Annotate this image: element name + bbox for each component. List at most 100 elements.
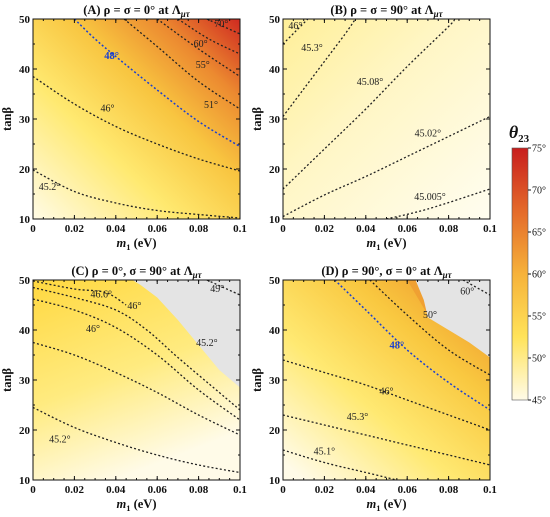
colorbar-tick-label: 75° [532,144,546,155]
x-tick-label: 0.06 [398,484,418,496]
x-tick-label: 0.1 [483,223,497,235]
y-tick-label: 30 [19,375,31,387]
y-tick-label: 20 [269,164,281,176]
x-axis-label: m1 (eV) [116,236,156,252]
contour-line [206,280,240,296]
y-tick-label: 50 [269,275,281,287]
x-tick-label: 0.08 [439,223,459,235]
contour-line [33,280,127,306]
contour-line [33,286,240,411]
contour-line [283,115,490,218]
x-tick-label: 0.02 [315,223,335,235]
contour-line [33,341,240,436]
x-tick-label: 0.06 [398,223,418,235]
y-tick-label: 10 [269,475,281,487]
contour-label: 45.3° [347,412,369,423]
contour-line [33,298,240,421]
contour-line [283,19,356,117]
colorbar-tick-label: 65° [532,228,546,239]
x-tick-label: 0.02 [65,223,85,235]
colorbar-tick-label: 60° [532,270,546,281]
y-tick-label: 50 [19,14,31,26]
contour-label: 45.08° [357,77,384,88]
x-tick-label: 0.08 [439,484,459,496]
contour-line [283,414,490,466]
x-tick-label: 0.02 [315,484,335,496]
y-axis-label: tanβ [250,107,264,131]
colorbar-tick-label: 70° [532,186,546,197]
y-axis-label: tanβ [250,368,264,392]
contour-label: 60° [460,287,474,298]
contour-line [73,19,240,148]
y-tick-label: 10 [269,214,281,226]
x-tick-label: 0.06 [148,223,168,235]
contour-label: 45.1° [314,447,336,458]
panel-3: 45.1° 45.3° 46° 48° 50° 60° 0 0.02 0.04 0.06 0.08 0… [250,264,497,513]
contour-line [334,280,490,411]
y-tick-label: 30 [269,375,281,387]
panel-title: (B) ρ = σ = 90° at Λμτ [330,3,443,19]
colorbar-tick-label: 45° [532,396,546,407]
contour-line [33,75,240,172]
contour-label: 45.3° [301,43,323,54]
colorbar-scale [511,147,529,401]
contour-label: 70° [214,19,228,30]
contour-line [283,19,456,190]
excluded-region [132,280,240,388]
contour-label: 45.005° [414,192,446,203]
panel-title: (A) ρ = σ = 0° at Λμτ [83,3,191,19]
panel-background [33,19,240,219]
y-tick-label: 30 [19,114,31,126]
x-tick-label: 0.1 [233,223,247,235]
x-tick-label: 0 [30,484,36,496]
contour-line [462,280,490,296]
y-axis-label: tanβ [0,107,14,131]
contour-label: 46.6° [91,290,113,301]
y-tick-label: 40 [269,64,281,76]
x-tick-label: 0.04 [356,223,376,235]
x-tick-label: 0.06 [148,484,168,496]
contour-label: 48° [389,341,404,352]
panel-title: (D) ρ = 90°, σ = 0° at Λμτ [321,264,452,280]
contour-label: 50° [423,310,437,321]
contour-line [283,19,309,45]
y-tick-label: 30 [269,114,281,126]
contour-line [369,280,490,376]
contour-label: 45.02° [415,129,442,140]
contour-label: 49° [210,284,224,295]
y-tick-label: 20 [269,425,281,437]
contour-line [123,19,240,110]
x-tick-label: 0.08 [189,223,209,235]
contour-line [283,359,490,431]
x-tick-label: 0.08 [189,484,209,496]
excluded-region [415,280,490,358]
y-tick-label: 50 [19,275,31,287]
panel-background [283,19,490,219]
y-tick-label: 10 [19,475,31,487]
contour-label: 55° [196,60,210,71]
x-tick-label: 0.04 [106,484,126,496]
contour-line [156,19,240,78]
contour-line [206,19,240,35]
contour-label: 46° [380,387,394,398]
contour-label: 45.2° [49,435,71,446]
x-tick-label: 0.02 [65,484,85,496]
y-tick-label: 40 [269,325,281,337]
x-axis-label: m1 (eV) [116,497,156,513]
contour-label: 60° [194,39,208,50]
contour-line [177,19,240,55]
contour-label: 46° [127,301,141,312]
contour-label: 51° [204,100,218,111]
x-tick-label: 0.1 [233,484,247,496]
x-tick-label: 0 [280,484,286,496]
panel-2: 45.2° 46° 46° 46.6° 49° 45.2° 0 0.02 0.04 0.06 0.0… [0,264,247,513]
x-tick-label: 0.04 [356,484,376,496]
y-tick-label: 10 [19,214,31,226]
panel-1: 45.005° 45.02° 45.08° 45.3° 46° 0 0.02 0.04 0.06… [250,3,497,252]
contour-line [386,188,490,219]
y-axis-label: tanβ [0,368,14,392]
y-tick-label: 40 [19,325,31,337]
contour-label: 46° [101,104,115,115]
x-axis-label: m1 (eV) [366,236,406,252]
